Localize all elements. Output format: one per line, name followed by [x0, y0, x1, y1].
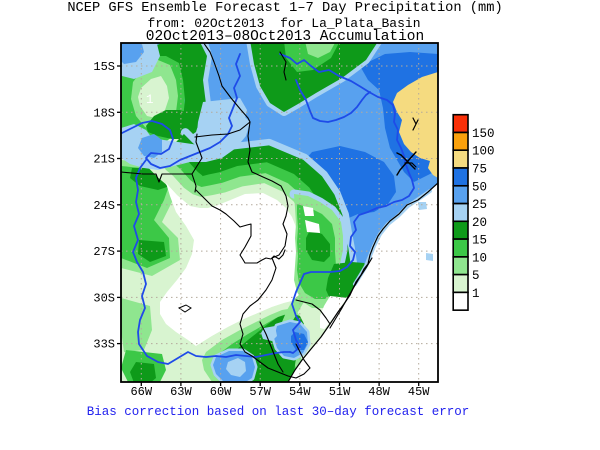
svg-text:1: 1	[472, 287, 480, 301]
svg-text:15: 15	[472, 234, 487, 248]
svg-text:54W: 54W	[289, 385, 311, 399]
svg-text:21S: 21S	[93, 153, 115, 167]
svg-text:5: 5	[472, 269, 480, 283]
svg-text:24S: 24S	[93, 199, 115, 213]
svg-text:50: 50	[472, 180, 487, 194]
svg-text:25: 25	[472, 198, 487, 212]
svg-text:63W: 63W	[170, 385, 192, 399]
svg-text:18S: 18S	[93, 106, 115, 120]
svg-text:75: 75	[472, 163, 487, 177]
svg-text:27S: 27S	[93, 245, 115, 259]
svg-text:15S: 15S	[93, 60, 115, 74]
svg-text:66W: 66W	[130, 385, 152, 399]
svg-text:45W: 45W	[408, 385, 430, 399]
svg-text:57W: 57W	[249, 385, 271, 399]
svg-text:33S: 33S	[93, 338, 115, 352]
svg-text:30S: 30S	[93, 291, 115, 305]
svg-text:10: 10	[472, 251, 487, 265]
svg-text:1: 1	[146, 93, 154, 107]
svg-text:20: 20	[472, 216, 487, 230]
svg-text:100: 100	[472, 145, 495, 159]
svg-text:51W: 51W	[329, 385, 351, 399]
svg-text:48W: 48W	[368, 385, 390, 399]
svg-text:60W: 60W	[210, 385, 232, 399]
svg-text:150: 150	[472, 127, 495, 141]
